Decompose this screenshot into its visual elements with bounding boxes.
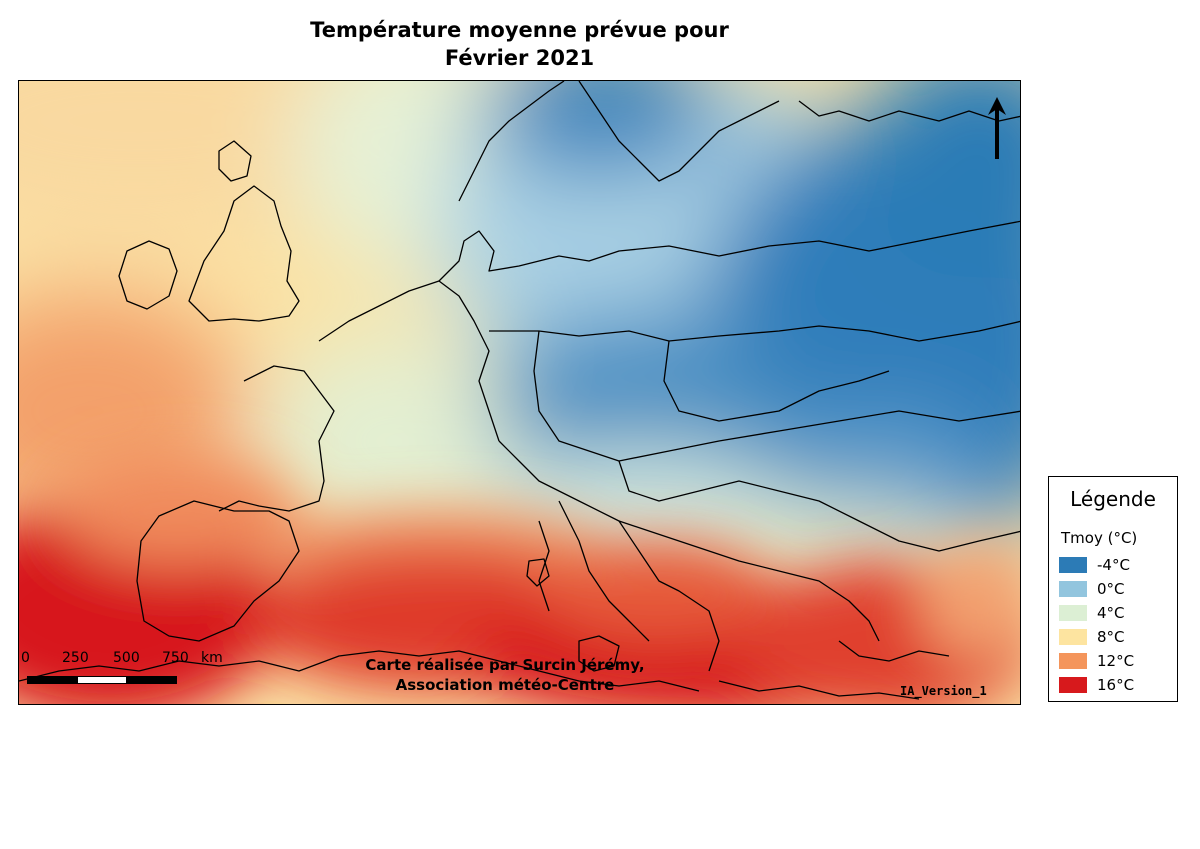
version-label: IA_Version_1 [900, 684, 987, 698]
temperature-raster [19, 81, 1020, 704]
legend-item-label: -4°C [1097, 556, 1130, 574]
legend: Légende Tmoy (°C) -4°C 0°C 4°C 8°C 12°C … [1048, 476, 1178, 702]
legend-swatch [1059, 629, 1087, 645]
scale-label-250: 250 [62, 650, 89, 666]
temperature-map[interactable] [18, 80, 1021, 705]
map-credit: Carte réalisée par Surcin Jérémy, Associ… [350, 655, 660, 695]
credit-line2: Association météo-Centre [395, 676, 615, 694]
legend-swatch [1059, 653, 1087, 669]
scale-segment-1 [27, 676, 78, 684]
map-title-line2: Février 2021 [444, 46, 595, 70]
legend-item-label: 8°C [1097, 628, 1125, 646]
scale-label-0: 0 [21, 650, 30, 666]
north-arrow-icon [985, 95, 1009, 161]
legend-swatch [1059, 581, 1087, 597]
legend-variable: Tmoy (°C) [1061, 529, 1138, 547]
scale-segment-2 [77, 676, 127, 684]
legend-item-label: 0°C [1097, 580, 1125, 598]
legend-swatch [1059, 677, 1087, 693]
scale-label-unit: km [201, 650, 223, 666]
scale-label-750: 750 [162, 650, 189, 666]
legend-item-label: 16°C [1097, 676, 1135, 694]
legend-swatch [1059, 557, 1087, 573]
scale-segment-3 [126, 676, 177, 684]
map-title: Température moyenne prévue pour Février … [18, 16, 1021, 72]
legend-item-label: 12°C [1097, 652, 1135, 670]
legend-swatch [1059, 605, 1087, 621]
scale-label-500: 500 [113, 650, 140, 666]
credit-line1: Carte réalisée par Surcin Jérémy, [365, 656, 645, 674]
map-title-line1: Température moyenne prévue pour [310, 18, 729, 42]
scale-bar: 0 250 500 750 km [18, 650, 248, 695]
legend-item-label: 4°C [1097, 604, 1125, 622]
legend-title: Légende [1070, 487, 1156, 511]
